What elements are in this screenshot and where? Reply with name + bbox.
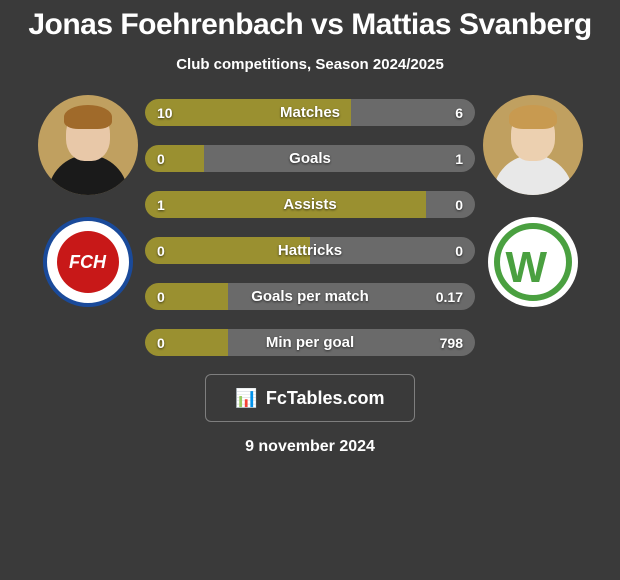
club-left-short: FCH: [57, 231, 119, 293]
stat-value-left: 0: [157, 237, 165, 264]
left-column: FCH: [30, 95, 145, 307]
stat-value-left: 10: [157, 99, 173, 126]
stat-value-right: 1: [455, 145, 463, 172]
stat-value-left: 1: [157, 191, 165, 218]
stat-bar: Min per goal0 798: [145, 329, 475, 356]
club-left-logo: FCH: [43, 217, 133, 307]
comparison-card: Jonas Foehrenbach vs Mattias Svanberg Cl…: [0, 0, 620, 580]
stat-label: Hattricks: [145, 237, 475, 264]
stats-bars: Matches106Goals01Assists10Hattricks00Goa…: [145, 95, 475, 356]
subtitle: Club competitions, Season 2024/2025: [176, 56, 444, 73]
stat-value-right: 0.17: [436, 283, 463, 310]
stat-label: Min per goal: [145, 329, 475, 356]
stat-bar: Goals0 1: [145, 145, 475, 172]
stat-label: Assists: [145, 191, 475, 218]
club-right-logo: W: [488, 217, 578, 307]
stat-bar: Assists1 0: [145, 191, 475, 218]
page-title: Jonas Foehrenbach vs Mattias Svanberg: [28, 8, 591, 42]
stat-bar: Matches10 6: [145, 99, 475, 126]
stat-label: Goals: [145, 145, 475, 172]
stat-bar: Goals per match0 0.17: [145, 283, 475, 310]
chart-icon: 📊: [235, 388, 257, 409]
player-right-avatar: [483, 95, 583, 195]
stat-value-right: 0: [455, 237, 463, 264]
player-left-avatar: [38, 95, 138, 195]
stat-value-right: 6: [455, 99, 463, 126]
club-right-short: W: [506, 243, 542, 293]
stat-value-left: 0: [157, 145, 165, 172]
stat-value-right: 0: [455, 191, 463, 218]
stat-value-left: 0: [157, 283, 165, 310]
stat-value-left: 0: [157, 329, 165, 356]
source-text: FcTables.com: [266, 388, 385, 409]
date-label: 9 november 2024: [245, 438, 375, 456]
comparison-body: FCH Matches106Goals01Assists10Hattricks0…: [0, 95, 620, 356]
stat-value-right: 798: [440, 329, 463, 356]
right-column: W: [475, 95, 590, 307]
stat-bar: Hattricks0 0: [145, 237, 475, 264]
source-badge[interactable]: 📊 FcTables.com: [205, 374, 415, 422]
stat-label: Goals per match: [145, 283, 475, 310]
stat-label: Matches: [145, 99, 475, 126]
